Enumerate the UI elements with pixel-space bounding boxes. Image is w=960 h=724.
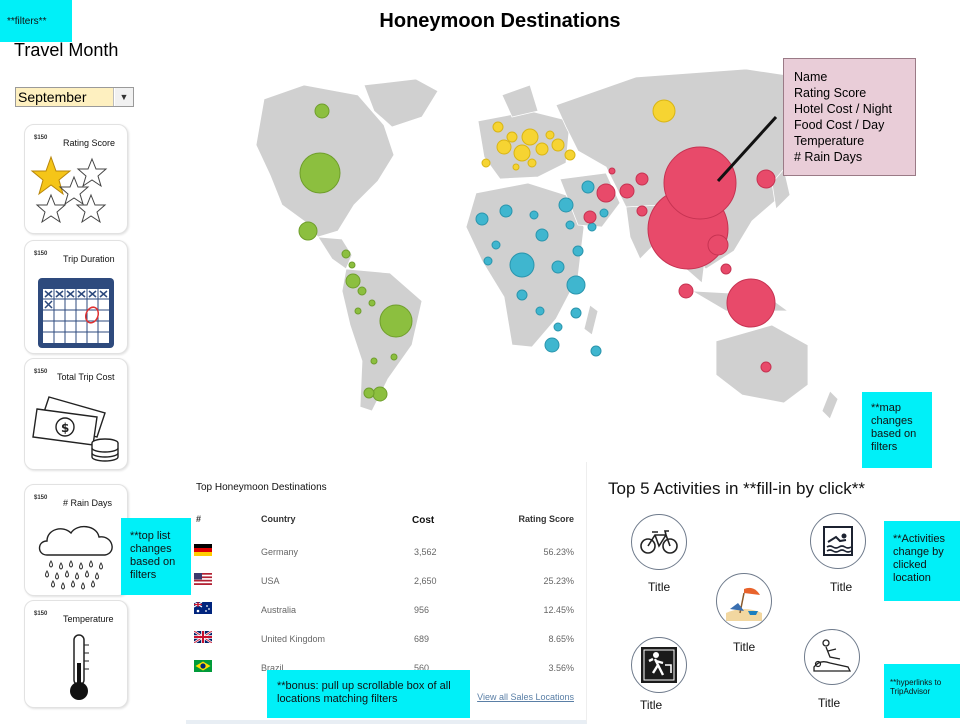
cost-cell: 560: [414, 663, 430, 673]
card-price-tag: $150: [34, 369, 48, 375]
world-bubble-map[interactable]: [186, 55, 876, 445]
filters-note: **filters**: [0, 0, 72, 42]
rating-cell: 56.23%: [543, 547, 574, 557]
map-note: **map changes based on filters: [862, 392, 932, 468]
tooltip-pointer-line: [716, 115, 778, 183]
travel-month-value: September: [16, 88, 114, 106]
table-row[interactable]: Brazil 560 3.56%: [186, 654, 586, 683]
activity-circle: [631, 514, 687, 570]
bicycle-icon: [640, 530, 678, 554]
cost-cell: 689: [414, 634, 430, 644]
filter-card-trip-duration[interactable]: $150 Trip Duration: [24, 240, 128, 354]
hyperlinks-note: **hyperlinks to TripAdvisor: [884, 664, 960, 718]
card-price-tag: $150: [34, 611, 48, 617]
travel-month-label: Travel Month: [14, 40, 119, 60]
card-label: Trip Duration: [63, 254, 115, 264]
country-cell: Germany: [261, 547, 299, 557]
cost-cell: 2,650: [414, 576, 437, 586]
tooltip-field: Name: [794, 70, 828, 84]
activities-heading: Top 5 Activities in **fill-in by click**: [608, 479, 865, 498]
table-row[interactable]: Australia 956 12.45%: [186, 596, 586, 625]
thermometer-icon: [70, 634, 89, 700]
swimming-icon: [823, 526, 853, 556]
cost-cell: 956: [414, 605, 430, 615]
chevron-down-icon[interactable]: ▼: [115, 88, 133, 106]
activity-swimming[interactable]: Title: [810, 513, 890, 603]
view-all-locations-link[interactable]: View all Sales Locations: [477, 692, 574, 702]
top-list-note: **top list changes based on filters: [121, 518, 191, 595]
table-row[interactable]: United Kingdom 689 8.65%: [186, 625, 586, 654]
rain-cloud-icon: [38, 526, 113, 590]
australia-flag-icon: [194, 602, 212, 614]
germany-flag-icon: [194, 544, 212, 556]
card-price-tag: $150: [34, 251, 48, 257]
country-cell: United Kingdom: [261, 634, 326, 644]
europe-bubbles: [481, 99, 676, 171]
americas-bubbles: [298, 103, 413, 402]
activity-title[interactable]: Title: [830, 580, 853, 594]
card-price-tag: $150: [34, 495, 48, 501]
top-list-title: Top Honeymoon Destinations: [196, 482, 327, 493]
svg-text:$: $: [61, 421, 69, 435]
country-cell: USA: [261, 576, 280, 586]
massage-icon: [813, 639, 852, 672]
filter-card-rating-score[interactable]: $150 Rating Score: [24, 124, 128, 234]
world-map-svg[interactable]: [186, 55, 876, 445]
tooltip-field: Food Cost / Day: [794, 118, 885, 132]
activity-bicycle[interactable]: Title: [631, 514, 711, 604]
rating-stars-icon: [30, 155, 108, 224]
card-label: # Rain Days: [63, 498, 113, 508]
filter-card-rain-days[interactable]: $150 # Rain Days: [24, 484, 128, 596]
beach-icon: [726, 587, 762, 621]
map-tooltip: Name Rating Score Hotel Cost / Night Foo…: [783, 58, 916, 176]
card-label: Rating Score: [63, 138, 116, 148]
table-row[interactable]: USA 2,650 25.23%: [186, 567, 586, 596]
country-cell: Australia: [261, 605, 297, 615]
tooltip-field: Hotel Cost / Night: [794, 102, 892, 116]
filter-card-total-trip-cost[interactable]: $150 Total Trip Cost $: [24, 358, 128, 470]
usa-flag-icon: [194, 573, 212, 585]
tooltip-field: Temperature: [794, 134, 865, 148]
calendar-icon: [38, 278, 114, 348]
card-label: Total Trip Cost: [57, 372, 115, 382]
cost-header: Cost: [412, 515, 435, 526]
rating-cell: 8.65%: [548, 634, 574, 644]
activity-title[interactable]: Title: [648, 580, 671, 594]
country-header: Country: [261, 514, 296, 524]
brazil-flag-icon: [194, 660, 212, 672]
card-label: Temperature: [63, 614, 114, 624]
card-price-tag: $150: [34, 135, 48, 141]
activity-title[interactable]: Title: [733, 640, 756, 654]
money-icon: $: [32, 396, 119, 462]
tooltip-field: # Rain Days: [794, 150, 863, 164]
cost-cell: 3,562: [414, 547, 437, 557]
rating-cell: 25.23%: [543, 576, 574, 586]
hiking-icon: [641, 647, 677, 683]
country-cell: Brazil: [261, 663, 284, 673]
table-row[interactable]: Germany 3,562 56.23%: [186, 538, 586, 567]
rating-header: Rating Score: [518, 514, 574, 524]
filter-card-temperature[interactable]: $150 Temperature: [24, 600, 128, 708]
asia-bubbles: [583, 146, 776, 373]
activity-hiking[interactable]: Title: [631, 637, 711, 717]
bonus-note: **bonus: pull up scrollable box of all l…: [267, 670, 470, 718]
activities-note: **Activities change by clicked location: [884, 521, 960, 601]
activity-beach[interactable]: Title: [716, 573, 796, 663]
rank-header: #: [196, 514, 202, 524]
activity-massage[interactable]: Title: [804, 629, 884, 719]
africa-bubbles: [475, 180, 609, 357]
tooltip-field: Rating Score: [794, 86, 867, 100]
activity-title[interactable]: Title: [640, 698, 663, 712]
uk-flag-icon: [194, 631, 212, 643]
activity-title[interactable]: Title: [818, 696, 841, 710]
rating-cell: 3.56%: [548, 663, 574, 673]
page-title: Honeymoon Destinations: [379, 10, 621, 32]
rating-cell: 12.45%: [543, 605, 574, 615]
travel-month-select[interactable]: September ▼: [15, 87, 134, 107]
